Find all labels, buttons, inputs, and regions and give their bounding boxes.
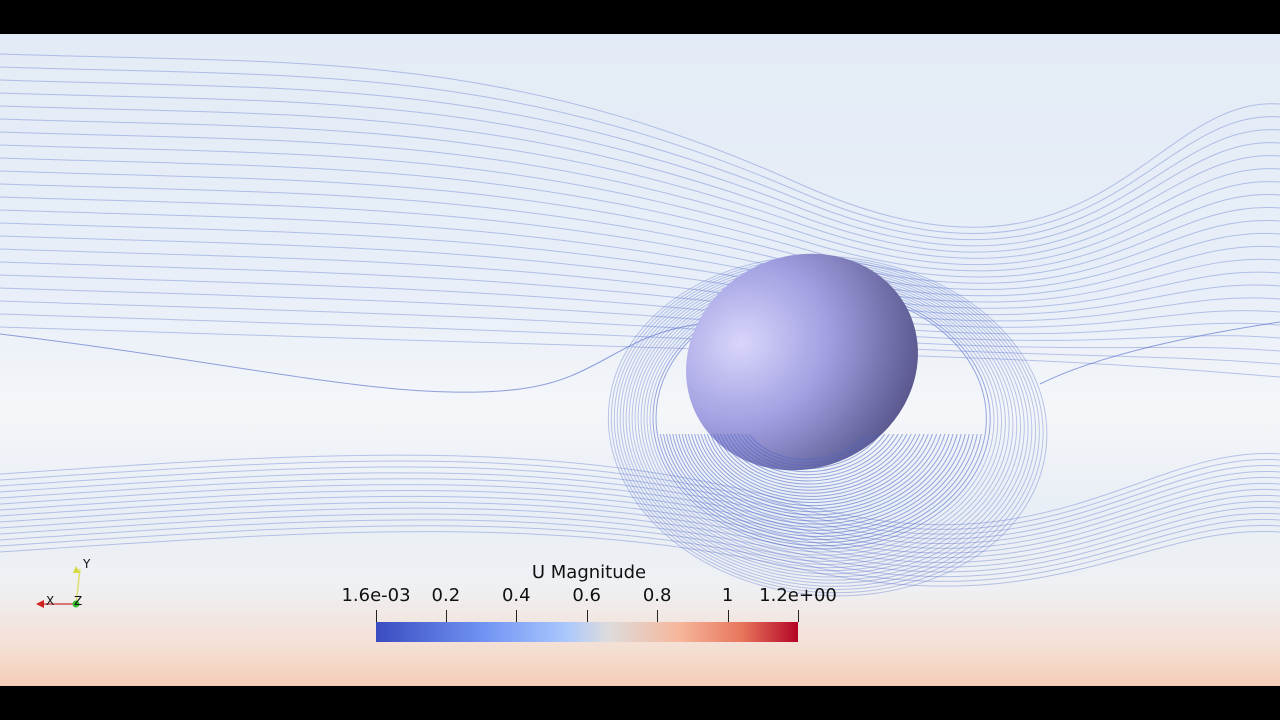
colorbar-tick-label: 0.6 bbox=[572, 585, 602, 606]
streamline bbox=[0, 274, 1280, 335]
streamline bbox=[0, 131, 1280, 266]
streamline bbox=[0, 144, 1280, 272]
streamline bbox=[0, 118, 1280, 259]
streamline bbox=[0, 66, 1280, 234]
vortex-streamline bbox=[679, 434, 957, 522]
colorbar bbox=[376, 622, 798, 642]
vortex-streamline bbox=[691, 434, 942, 510]
vortex-streamline bbox=[685, 434, 949, 516]
colorbar-tick bbox=[798, 610, 799, 622]
streamline bbox=[0, 512, 1280, 573]
streamline bbox=[0, 518, 1280, 578]
vortex-streamline bbox=[688, 434, 946, 513]
streamline bbox=[0, 53, 1280, 228]
axis-label-x: X bbox=[46, 594, 55, 608]
streamline bbox=[0, 482, 1280, 549]
colorbar-tick-label: 1.2e+00 bbox=[759, 585, 837, 606]
letterbox-bottom bbox=[0, 686, 1280, 720]
vortex-streamline bbox=[658, 434, 984, 544]
streamline bbox=[0, 524, 1280, 582]
streamline bbox=[0, 530, 1280, 587]
vortex-streamline bbox=[724, 434, 900, 476]
streamline bbox=[0, 494, 1280, 559]
colorbar-tick bbox=[657, 610, 659, 622]
vortex-streamline bbox=[736, 434, 885, 463]
streamline bbox=[0, 464, 1280, 535]
sphere bbox=[686, 253, 918, 471]
streamline bbox=[0, 209, 1280, 303]
colorbar-tick-label: 0.2 bbox=[431, 585, 461, 606]
streamline bbox=[0, 105, 1280, 253]
streamline bbox=[0, 458, 1280, 531]
colorbar-tick-label: 0.4 bbox=[501, 585, 531, 606]
colorbar-tick bbox=[586, 610, 588, 622]
streamline bbox=[1039, 321, 1280, 385]
vortex-streamline bbox=[661, 434, 980, 541]
vortex-streamline bbox=[667, 434, 972, 534]
colorbar-tick bbox=[727, 610, 729, 622]
colorbar-tick-label: 1 bbox=[721, 585, 734, 606]
streamline bbox=[0, 452, 1280, 526]
colorbar-tick-label: 1.6e-03 bbox=[341, 585, 411, 606]
vortex-streamline bbox=[715, 434, 911, 485]
vortex-streamline bbox=[670, 434, 968, 531]
streamline bbox=[0, 222, 1280, 309]
render-view[interactable]: U Magnitude 1.6e-03 0.2 0.4 0.6 0.8 1 1.2e+00 … bbox=[0, 34, 1280, 686]
vortex-streamline bbox=[694, 434, 938, 507]
colorbar-tick-label: 0.8 bbox=[642, 585, 672, 606]
vortex-streamline bbox=[697, 434, 934, 504]
vortex-streamline bbox=[718, 434, 907, 482]
axis-label-y: Y bbox=[83, 557, 91, 571]
y-axis-arrow-icon bbox=[73, 566, 80, 573]
streamline bbox=[0, 500, 1280, 564]
z-axis-dot-icon bbox=[72, 600, 80, 608]
vortex-streamline bbox=[664, 434, 976, 538]
streamline bbox=[0, 170, 1280, 284]
streamlines-scene bbox=[0, 53, 1280, 597]
vortex-streamline bbox=[673, 434, 965, 528]
streamline bbox=[0, 476, 1280, 545]
vortex-streamline bbox=[703, 434, 926, 497]
streamline bbox=[0, 196, 1280, 297]
vortex-streamline bbox=[607, 255, 1048, 597]
axis-label-z: Z bbox=[74, 594, 83, 608]
vortex-streamline bbox=[706, 434, 923, 494]
orientation-axes bbox=[36, 566, 81, 608]
streamline bbox=[0, 323, 701, 393]
streamline bbox=[0, 261, 1280, 328]
streamline bbox=[0, 79, 1280, 241]
letterbox-top bbox=[0, 0, 1280, 34]
vortex-streamline bbox=[727, 434, 896, 473]
vortex-streamline bbox=[700, 434, 930, 500]
vortex-streamline bbox=[676, 434, 961, 525]
vortex-streamline bbox=[730, 434, 892, 470]
x-axis-arrow-icon bbox=[36, 600, 44, 608]
streamline bbox=[0, 183, 1280, 291]
streamline bbox=[0, 235, 1280, 316]
colorbar-tick bbox=[445, 610, 447, 622]
streamline bbox=[0, 157, 1280, 278]
vortex-streamline bbox=[682, 434, 953, 519]
colorbar-tick bbox=[516, 610, 518, 622]
vortex-streamline bbox=[709, 434, 919, 491]
streamline bbox=[0, 287, 1280, 341]
vortex-streamline bbox=[712, 434, 915, 488]
vortex-streamline bbox=[721, 434, 904, 479]
colorbar-title: U Magnitude bbox=[531, 562, 647, 583]
vortex-streamline bbox=[733, 434, 888, 467]
colorbar-tick bbox=[376, 610, 377, 622]
streamline bbox=[0, 92, 1280, 247]
vortex-streamline bbox=[739, 434, 881, 460]
